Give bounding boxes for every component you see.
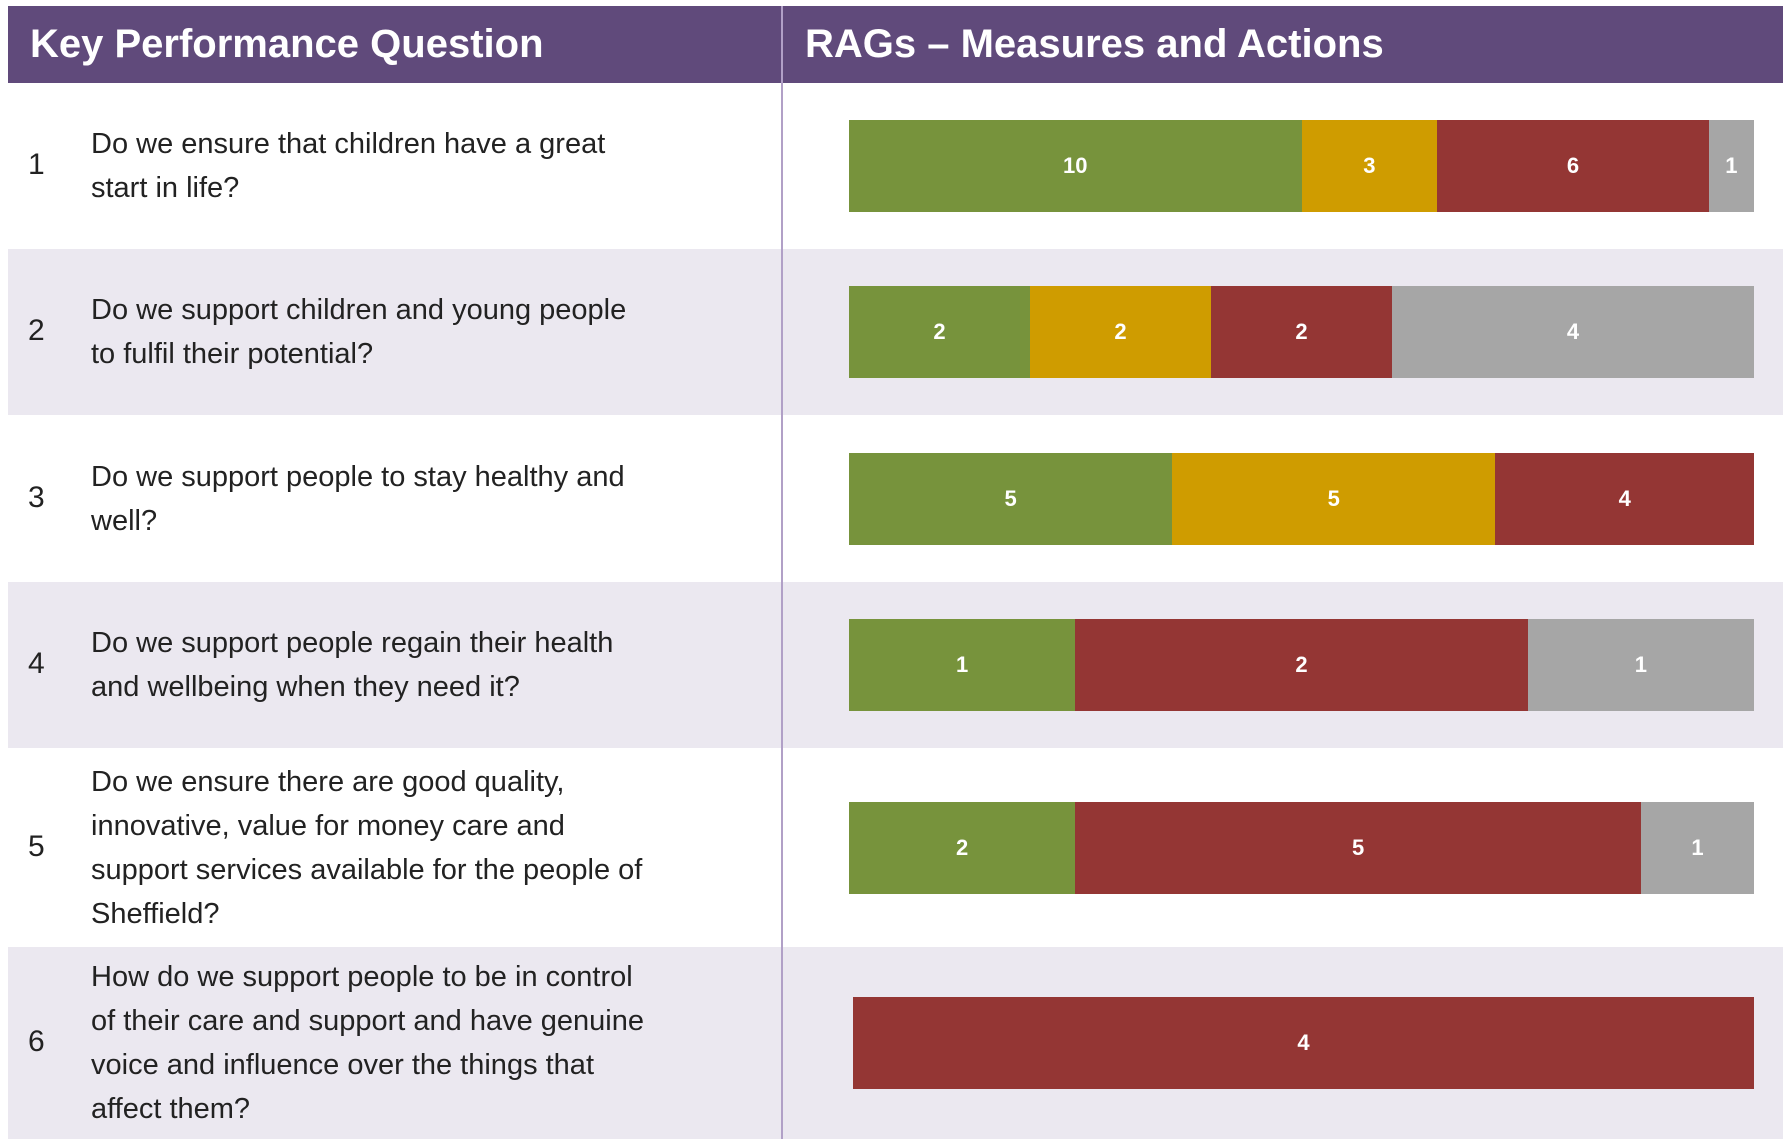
bar-segment: 2 — [1211, 286, 1392, 378]
bar-segment: 10 — [849, 120, 1302, 212]
table-row: 3 Do we support people to stay healthy an… — [8, 415, 1783, 582]
question: Do we ensure there are good quality, inno… — [91, 760, 642, 936]
question-line: well? — [91, 504, 158, 537]
table-row: 1 Do we ensure that children have a great… — [8, 83, 1783, 249]
question-line: Do we support children and young people — [91, 294, 627, 326]
bar-segment: 2 — [1075, 619, 1528, 711]
bar-segment: 3 — [1301, 120, 1438, 212]
bar-segment: 1 — [1640, 801, 1754, 894]
question: How do we support people to be in contro… — [91, 955, 644, 1131]
question-line: Do we ensure there are good quality, — [91, 765, 565, 798]
row-number: 4 — [28, 647, 45, 680]
row-number: 5 — [28, 829, 45, 863]
question-line: start in life? — [91, 172, 240, 204]
bar-segment: 5 — [849, 452, 1173, 545]
table-row: 4 Do we support people regain their healt… — [8, 582, 1783, 748]
question-line: of their care and support and have genui… — [91, 1005, 645, 1037]
question-line: Sheffield? — [91, 897, 220, 930]
column-divider — [781, 6, 783, 1139]
question: Do we support people to stay healthy and… — [91, 455, 625, 543]
bar-segment: 4 — [853, 997, 1754, 1089]
header-left: Key Performance Question — [8, 6, 781, 83]
bar-segment: 4 — [1495, 452, 1754, 545]
question: Do we support children and young people t… — [91, 288, 626, 376]
question: Do we ensure that children have a great s… — [91, 122, 605, 210]
question-line: How do we support people to be in contro… — [91, 961, 633, 993]
row-number: 6 — [28, 1025, 45, 1058]
bar-segment: 2 — [849, 801, 1076, 894]
question-line: innovative, value for money care and — [91, 809, 565, 842]
bar-segment: 5 — [1075, 801, 1641, 894]
bar-segment: 1 — [1527, 619, 1754, 711]
question-line: Do we support people regain their health — [91, 627, 614, 659]
bar-segment: 5 — [1172, 452, 1496, 545]
bar-segment: 1 — [849, 619, 1076, 711]
bar-segment: 1 — [1708, 120, 1754, 212]
question-line: voice and influence over the things that — [91, 1049, 594, 1081]
row-number: 1 — [28, 148, 45, 181]
table-row: 5 Do we ensure there are good quality, inn… — [8, 748, 1783, 947]
question-line: Do we ensure that children have a great — [91, 128, 606, 160]
question: Do we support people regain their health… — [91, 621, 613, 709]
bar-segment: 2 — [1030, 286, 1211, 378]
bar-segment: 2 — [849, 286, 1030, 378]
question-line: to fulfil their potential? — [91, 338, 374, 370]
table-row: 6 How do we support people to be in contr… — [8, 947, 1783, 1139]
bar-segment: 4 — [1392, 286, 1754, 378]
bar-segment: 6 — [1437, 120, 1709, 212]
row-number: 2 — [28, 314, 45, 347]
stacked-bar: 4 — [853, 997, 1754, 1089]
header-right: RAGs – Measures and Actions — [783, 6, 1783, 83]
stacked-bar: 10 3 6 1 — [849, 120, 1754, 212]
question-line: affect them? — [91, 1093, 251, 1125]
question-line: and wellbeing when they need it? — [91, 671, 520, 703]
row-number: 3 — [28, 480, 45, 514]
table-row: 2 Do we support children and young people… — [8, 249, 1783, 415]
question-line: Do we support people to stay healthy and — [91, 460, 625, 493]
question-line: support services available for the peopl… — [91, 853, 643, 886]
